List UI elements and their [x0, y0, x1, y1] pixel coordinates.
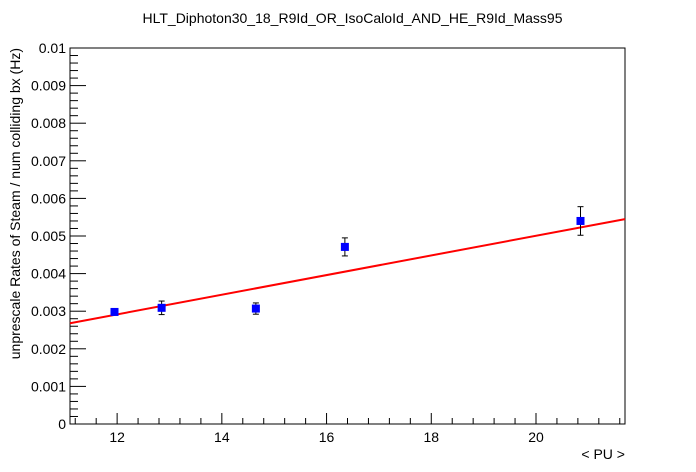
data-point — [576, 206, 585, 236]
x-tick-label: 12 — [109, 429, 125, 445]
y-tick-label: 0.002 — [31, 341, 66, 357]
data-point — [340, 237, 349, 257]
x-tick-label: 14 — [214, 429, 230, 445]
y-tick-label: 0.001 — [31, 378, 66, 394]
y-tick-label: 0.003 — [31, 303, 66, 319]
chart-title: HLT_Diphoton30_18_R9Id_OR_IsoCaloId_AND_… — [143, 10, 563, 26]
fit-line — [69, 218, 626, 325]
y-axis-label: unprescale Rates of Steam / num collidin… — [7, 48, 23, 359]
x-tick-label: 16 — [319, 429, 335, 445]
y-tick-label: 0.006 — [31, 190, 66, 206]
y-tick-label: 0.009 — [31, 78, 66, 94]
y-tick-label: 0.007 — [31, 153, 66, 169]
data-points — [110, 206, 585, 316]
point-marker — [340, 242, 349, 251]
fit-line-group — [69, 218, 626, 325]
plot-frame — [69, 47, 626, 425]
data-point — [110, 307, 119, 316]
point-marker — [576, 216, 585, 225]
x-axis-label: < PU > — [581, 446, 625, 462]
y-tick-label: 0 — [58, 416, 66, 432]
data-point — [157, 300, 166, 316]
point-marker — [110, 307, 119, 316]
x-tick-label: 20 — [528, 429, 544, 445]
point-marker — [157, 303, 166, 312]
y-tick-label: 0.008 — [31, 115, 66, 131]
y-axis: 0 0.001 0.002 0.003 0.004 0.005 0.006 0.007 0.00… — [31, 40, 86, 432]
y-tick-label: 0.01 — [39, 40, 66, 56]
data-point — [251, 302, 260, 315]
point-marker — [251, 304, 260, 313]
y-tick-label: 0.004 — [31, 266, 66, 282]
y-tick-label: 0.005 — [31, 228, 66, 244]
x-axis: 12 14 16 18 20 — [74, 413, 621, 445]
x-tick-label: 18 — [423, 429, 439, 445]
